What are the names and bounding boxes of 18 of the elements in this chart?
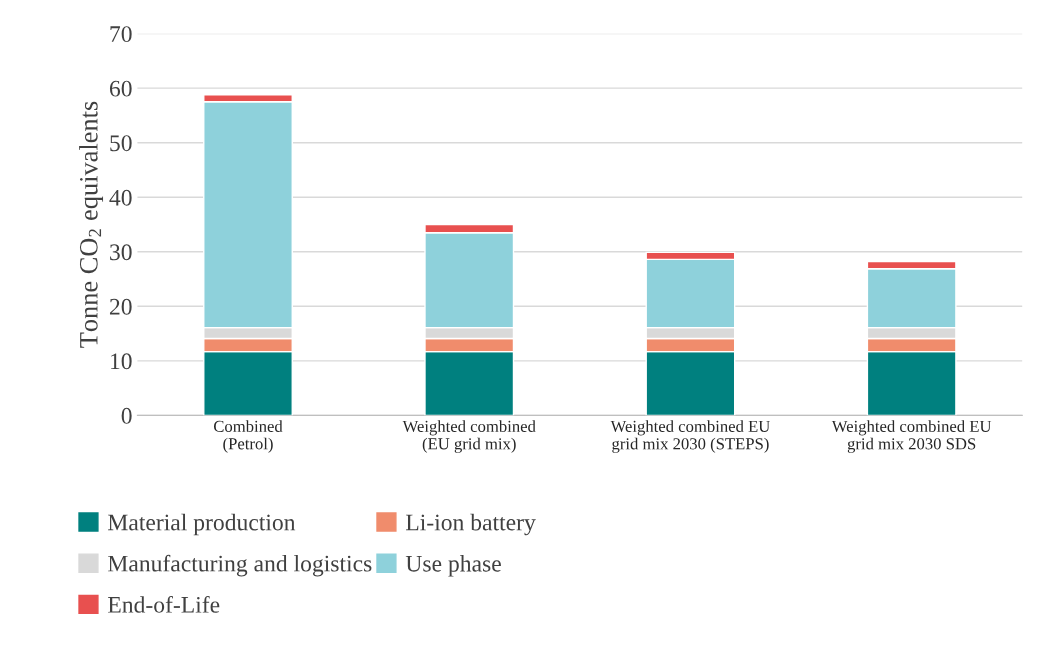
legend-label: Li-ion battery: [406, 513, 536, 536]
legend-label: Material production: [108, 513, 296, 536]
y-tick-label: 10: [111, 353, 132, 370]
y-tick-label: 60: [109, 80, 132, 97]
y-axis-title: Tonne CO$_{2}$ equivalents: [79, 101, 104, 348]
legend-label: End-of-Life: [108, 595, 220, 613]
x-tick-label: Weighted combined EU grid mix 2030 SDS: [831, 420, 992, 453]
x-tick-label: Weighted combined EU grid mix 2030 (STEPS): [610, 420, 770, 453]
x-tick-label: Combined (Petrol): [213, 420, 283, 453]
y-tick-label: 20: [109, 298, 132, 315]
y-tick-label: 30: [110, 244, 132, 261]
legend-label: Manufacturing and logistics: [108, 554, 372, 577]
y-tick-label: 50: [110, 135, 132, 152]
x-tick-label: Weighted combined (EU grid mix): [402, 420, 536, 453]
legend-label: Use phase: [405, 555, 501, 577]
y-tick-label: 70: [110, 26, 132, 43]
y-tick-label: 40: [109, 189, 132, 206]
y-tick-label: 0: [121, 407, 132, 424]
